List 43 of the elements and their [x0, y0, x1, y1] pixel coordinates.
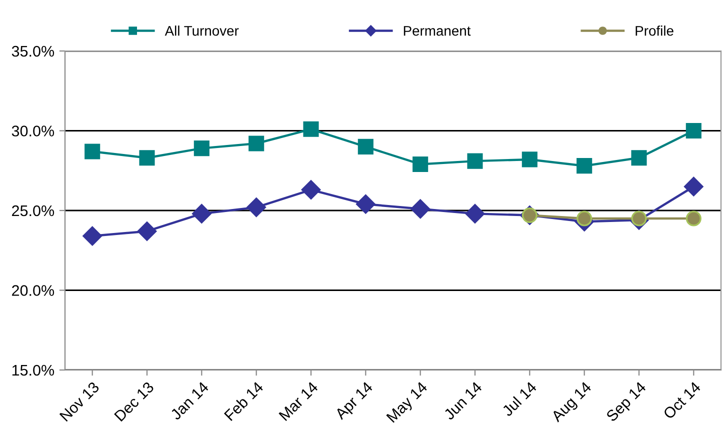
- point: [631, 150, 647, 166]
- point: [684, 176, 704, 196]
- point: [358, 138, 374, 154]
- x-tick-label: Aug 14: [550, 381, 594, 425]
- point: [192, 204, 212, 224]
- point: [686, 210, 702, 226]
- point: [686, 122, 702, 139]
- x-tick-label: Sep 14: [606, 381, 649, 424]
- point: [467, 153, 483, 169]
- point: [576, 158, 592, 174]
- point: [465, 204, 485, 224]
- point: [412, 156, 428, 172]
- point: [139, 150, 155, 166]
- legend-label: Profile: [636, 26, 674, 36]
- x-tick-label: Jan 14: [170, 381, 210, 421]
- point: [246, 198, 266, 217]
- y-tick-label: 25.0%: [12, 205, 54, 216]
- x-tick-label: Jun 14: [443, 381, 483, 421]
- legend-label: Permanent: [404, 26, 471, 36]
- point: [303, 121, 319, 137]
- point: [522, 152, 538, 168]
- x-tick-label: Nov 13: [59, 381, 100, 422]
- x-tick-label: Jul 14: [501, 380, 538, 418]
- x-tick-label: Feb 14: [224, 380, 264, 422]
- point: [137, 222, 157, 241]
- x-tick-label: Dec 13: [114, 381, 154, 422]
- point: [82, 226, 102, 246]
- y-tick-label: 35.0%: [12, 46, 54, 57]
- y-tick-label: 30.0%: [12, 126, 54, 136]
- point: [301, 180, 321, 200]
- x-tick-label: Apr 14: [334, 381, 376, 422]
- point: [576, 210, 592, 226]
- legend-label: All Turnover: [164, 26, 239, 36]
- x-tick-label: May 14: [386, 381, 430, 426]
- point: [248, 136, 264, 152]
- point: [410, 199, 430, 219]
- point: [356, 194, 376, 214]
- y-tick-label: 15.0%: [12, 364, 54, 376]
- x-tick-label: Oct 14: [662, 381, 702, 420]
- point: [194, 140, 210, 156]
- y-tick-label: 20.0%: [12, 285, 54, 296]
- point: [84, 144, 100, 160]
- x-tick-label: Mar 14: [278, 381, 319, 422]
